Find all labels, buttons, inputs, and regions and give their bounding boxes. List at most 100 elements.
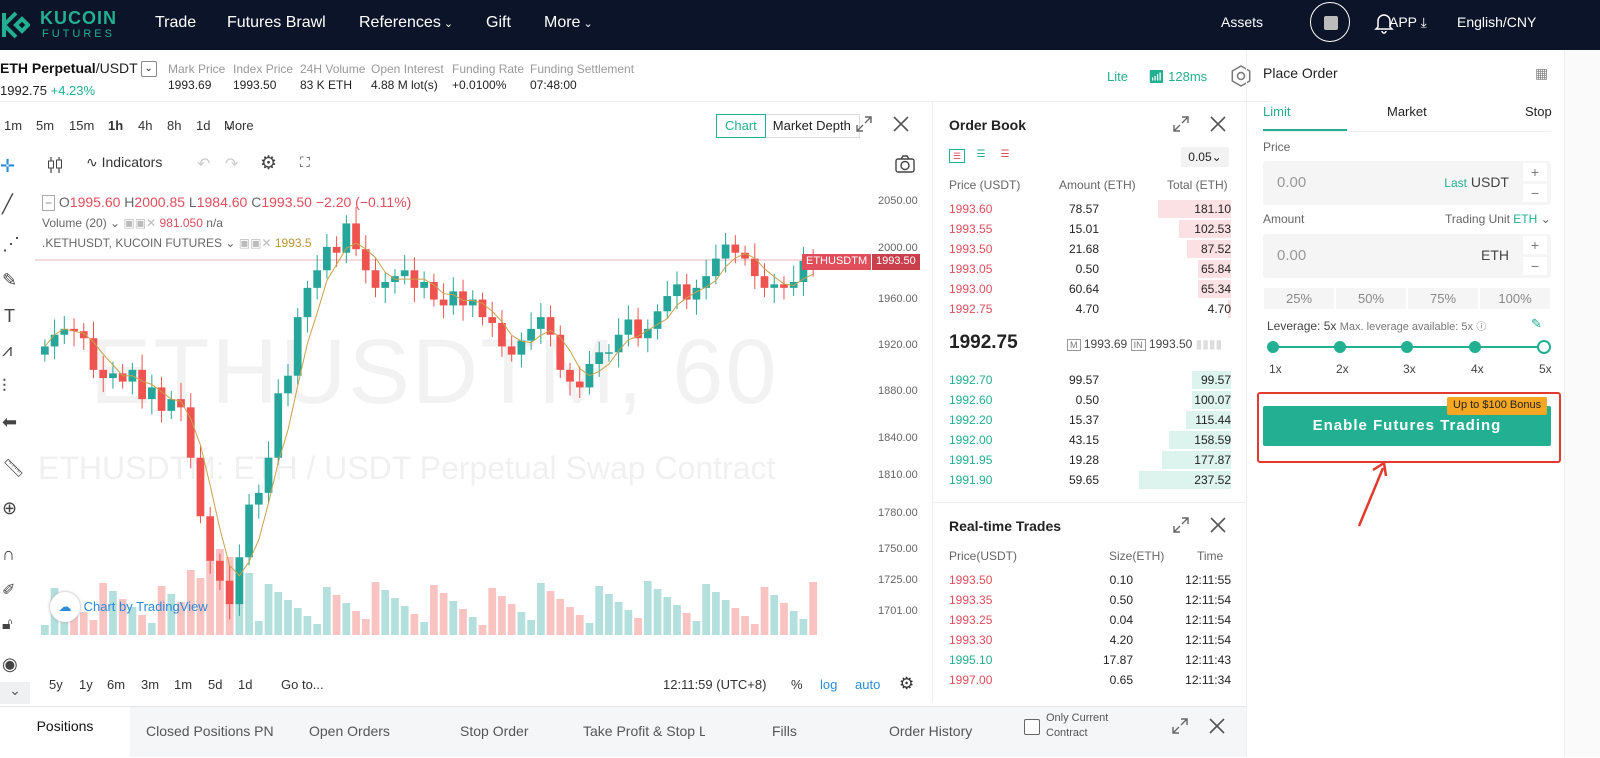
close-icon[interactable] — [1208, 717, 1226, 735]
price-increment-button[interactable]: + — [1523, 163, 1547, 181]
collapse-toolbar-icon[interactable]: ⌄ — [0, 682, 30, 704]
candles-icon[interactable] — [46, 156, 64, 174]
tf-1m[interactable]: 1m — [4, 118, 23, 133]
trendline-icon[interactable]: ╱ — [2, 194, 13, 214]
bid-row[interactable]: 1991.90 59.65 237.52 — [949, 470, 1231, 490]
range-5y[interactable]: 5y — [49, 677, 63, 692]
settings-gear-icon[interactable] — [1230, 65, 1252, 87]
back-arrow-icon[interactable]: ⬅ — [2, 412, 18, 432]
ask-row[interactable]: 1993.50 21.68 87.52 — [949, 239, 1231, 259]
camera-icon[interactable] — [894, 154, 916, 174]
auto-scale-button[interactable]: auto — [855, 677, 881, 692]
expand-icon[interactable] — [1171, 114, 1191, 134]
ask-row[interactable]: 1993.00 60.64 65.34 — [949, 279, 1231, 299]
nav-assets[interactable]: Assets — [1221, 14, 1264, 30]
book-view-both-icon[interactable]: ☰ — [949, 149, 965, 163]
tab-stop-order[interactable]: Stop Order — [460, 723, 529, 739]
fib-icon[interactable]: ⋰ — [2, 234, 20, 254]
tab-limit[interactable]: Limit — [1263, 104, 1291, 119]
tf-15m[interactable]: 15m — [69, 118, 95, 133]
pct-75-button[interactable]: 75% — [1408, 288, 1478, 309]
crosshair-icon[interactable]: ✛ — [0, 156, 16, 176]
price-decrement-button[interactable]: − — [1523, 184, 1547, 202]
bell-icon[interactable] — [1374, 12, 1394, 34]
price-chart[interactable]: 2050.00 2000.00 1960.00 1920.00 1880.00 1840.… — [30, 182, 950, 737]
tab-positions[interactable]: Positions — [0, 707, 130, 758]
prediction-icon[interactable]: ⫶ — [2, 376, 7, 396]
tf-4h[interactable]: 4h — [138, 118, 153, 133]
ask-row[interactable]: 1992.75 4.70 4.70 — [949, 299, 1231, 319]
fullscreen-icon[interactable]: ⛶ — [300, 154, 310, 170]
view-chart-button[interactable]: Chart — [716, 114, 766, 138]
indicators-button[interactable]: ∿ Indicators — [86, 154, 162, 171]
bid-row[interactable]: 1992.20 15.37 115.44 — [949, 410, 1231, 430]
pattern-icon[interactable]: ⩘ — [2, 340, 13, 360]
zoom-in-icon[interactable]: ⊕ — [2, 498, 18, 518]
expand-icon[interactable] — [854, 114, 874, 134]
nav-app[interactable]: APP ⤓ — [1389, 14, 1427, 31]
book-view-asks-icon[interactable]: ☰ — [1000, 149, 1010, 160]
precision-select[interactable]: 0.05⌄ — [1181, 147, 1229, 167]
tab-closed-positions[interactable]: Closed Positions PNL — [146, 723, 274, 739]
nav-futures-brawl[interactable]: Futures Brawl — [227, 14, 326, 31]
amount-decrement-button[interactable]: − — [1523, 257, 1547, 275]
ask-row[interactable]: 1993.55 15.01 102.53 — [949, 219, 1231, 239]
leverage-mark-1x[interactable] — [1267, 341, 1279, 353]
lite-mode-link[interactable]: Lite — [1107, 69, 1128, 84]
tf-1h[interactable]: 1h — [108, 118, 124, 133]
expand-icon[interactable] — [1170, 716, 1190, 736]
brush-icon[interactable]: ✎ — [2, 270, 18, 290]
close-icon[interactable] — [1209, 516, 1227, 534]
chevron-down-icon[interactable]: ⌄ — [140, 61, 157, 78]
scale-settings-icon[interactable]: ⚙ — [899, 674, 915, 693]
chart-settings-icon[interactable]: ⚙ — [260, 153, 278, 174]
range-1y[interactable]: 1y — [79, 677, 93, 692]
range-1d[interactable]: 1d — [238, 677, 253, 692]
tab-order-history[interactable]: Order History — [889, 723, 973, 739]
collapse-legend-icon[interactable]: − — [42, 195, 56, 211]
nav-references[interactable]: References ⌄ — [359, 14, 453, 32]
ask-row[interactable]: 1993.60 78.57 181.10 — [949, 199, 1231, 219]
close-icon[interactable] — [892, 115, 910, 133]
nav-more[interactable]: More ⌄ — [544, 14, 593, 32]
bid-row[interactable]: 1991.95 19.28 177.87 — [949, 450, 1231, 470]
range-6m[interactable]: 6m — [107, 677, 126, 692]
range-3m[interactable]: 3m — [141, 677, 160, 692]
kucoin-futures-logo[interactable]: KUCOIN FUTURES — [0, 6, 120, 44]
leverage-mark-2x[interactable] — [1334, 341, 1346, 353]
tab-stop[interactable]: Stop — [1525, 104, 1552, 119]
pct-50-button[interactable]: 50% — [1336, 288, 1406, 309]
leverage-slider-handle[interactable] — [1537, 340, 1551, 354]
pct-25-button[interactable]: 25% — [1264, 288, 1334, 309]
close-icon[interactable] — [1209, 115, 1227, 133]
only-current-checkbox[interactable] — [1024, 719, 1040, 735]
nav-trade[interactable]: Trade — [155, 14, 197, 31]
bid-row[interactable]: 1992.70 99.57 99.57 — [949, 370, 1231, 390]
lock-drawing-icon[interactable]: ✐ — [2, 582, 16, 599]
pct-100-button[interactable]: 100% — [1480, 288, 1550, 309]
nav-gift[interactable]: Gift — [486, 14, 511, 31]
redo-icon[interactable]: ↷ — [225, 156, 239, 173]
text-tool-icon[interactable]: T — [4, 306, 15, 326]
chevron-down-icon[interactable]: ⌄ — [225, 236, 236, 250]
view-depth-button[interactable]: Market Depth — [772, 118, 851, 133]
log-scale-button[interactable]: log — [820, 677, 838, 692]
trading-unit-select[interactable]: Trading Unit ETH ⌄ — [1445, 212, 1551, 226]
ruler-icon[interactable]: 📏︎ — [2, 458, 25, 478]
undo-icon[interactable]: ↶ — [197, 156, 211, 173]
ask-row[interactable]: 1993.05 0.50 65.84 — [949, 259, 1231, 279]
legend-controls-icon[interactable]: ▣▣✕ — [123, 216, 157, 230]
lock-icon[interactable]: 🔓︎ — [2, 616, 13, 633]
nav-language[interactable]: English/CNY — [1457, 14, 1537, 30]
avatar[interactable] — [1310, 2, 1350, 42]
amount-increment-button[interactable]: + — [1523, 236, 1547, 254]
magnet-icon[interactable]: ∩ — [2, 544, 15, 564]
tf-1d[interactable]: 1d — [196, 118, 211, 133]
tab-open-orders[interactable]: Open Orders — [309, 723, 390, 739]
tradingview-badge[interactable]: ☁ Chart by TradingView — [50, 592, 208, 622]
page-scrollbar[interactable] — [1564, 50, 1600, 757]
tf-8h[interactable]: 8h — [167, 118, 182, 133]
range-5d[interactable]: 5d — [208, 677, 223, 692]
eye-icon[interactable]: ◉ — [2, 654, 18, 674]
amount-input[interactable]: 0.00 ETH + − — [1263, 234, 1551, 278]
